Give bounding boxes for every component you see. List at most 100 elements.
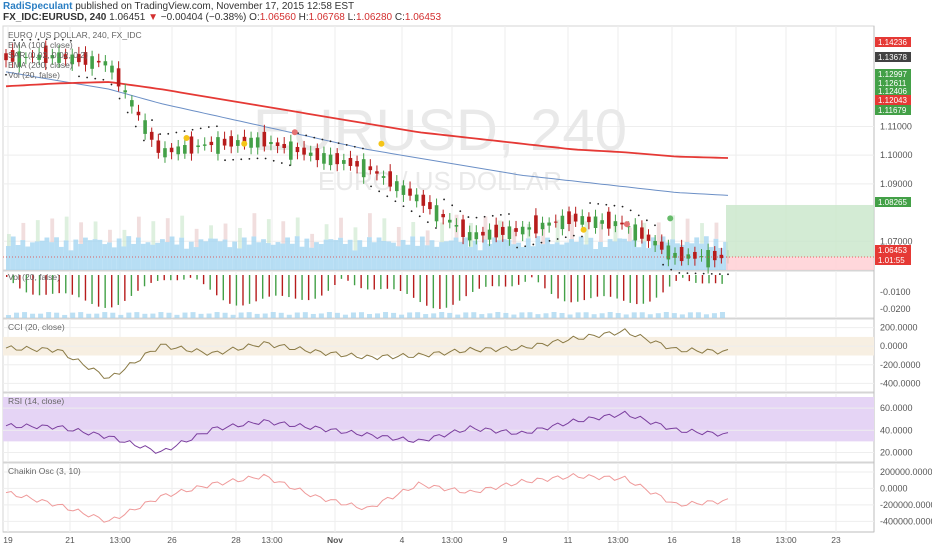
volume-bar — [93, 221, 98, 240]
volume-bar — [400, 239, 406, 270]
volume-bar — [328, 239, 334, 270]
price-tag — [875, 95, 911, 105]
volume-bar — [278, 312, 284, 318]
volume-bar — [281, 221, 286, 244]
author-link[interactable]: RadiSpeculant — [3, 1, 73, 12]
volume-bar — [164, 242, 170, 270]
candle-body — [474, 232, 479, 240]
volume-bar — [463, 312, 469, 318]
volume-bar — [411, 222, 416, 237]
candle-body — [361, 159, 366, 178]
volume-bar — [190, 312, 196, 318]
volume-bar — [179, 237, 185, 270]
watermark-name: EURO / US DOLLAR — [318, 166, 562, 196]
volume-bar — [241, 237, 247, 270]
volume-bar — [338, 237, 343, 270]
volume-bar — [34, 241, 40, 270]
sar-dot — [248, 157, 251, 160]
histogram-bar — [176, 275, 179, 281]
candle-body — [90, 56, 94, 69]
histogram-bar — [156, 275, 159, 281]
volume-bar — [453, 237, 459, 270]
histogram-bar — [255, 275, 257, 302]
signal-marker — [580, 226, 587, 233]
price-change: −0.00404 (−0.38%) — [160, 12, 247, 23]
volume-bar — [134, 312, 140, 318]
time-tick-label: 13:00 — [607, 535, 629, 545]
volume-bar — [535, 236, 541, 270]
candle-body — [262, 131, 267, 147]
volume-bar — [647, 314, 653, 318]
histogram-bar — [550, 275, 553, 294]
candle-body — [63, 54, 68, 60]
volume-bar — [583, 312, 589, 318]
histogram-bar — [117, 275, 119, 305]
volume-bar — [613, 225, 618, 242]
volume-bar — [350, 312, 356, 318]
candle-body — [494, 224, 498, 238]
price-tick-label: 1.09000 — [880, 179, 913, 189]
volume-bar — [626, 241, 632, 270]
histogram-bar — [347, 275, 349, 281]
sar-dot — [491, 214, 494, 217]
histogram-bar — [334, 275, 336, 286]
volume-bar — [155, 242, 161, 270]
volume-bar — [431, 313, 437, 318]
sar-dot — [256, 157, 259, 160]
price-tag-label: 1.13678 — [878, 53, 907, 62]
candle-body — [719, 254, 724, 259]
volume-bar — [607, 312, 613, 318]
candle-body — [57, 52, 61, 63]
sar-dot — [183, 130, 186, 133]
histogram-bar — [524, 275, 526, 282]
sar-dot — [378, 190, 381, 193]
volume-bar — [230, 314, 236, 318]
volume-bar — [15, 245, 21, 270]
histogram-bar — [380, 275, 382, 290]
volume-bar — [87, 240, 93, 270]
volume-bar — [21, 222, 26, 241]
volume-bar — [663, 312, 669, 318]
candle-body — [189, 136, 194, 154]
volume-bar — [169, 236, 175, 270]
sar-dot — [483, 215, 486, 218]
volume-bar — [471, 312, 477, 318]
candle-body — [83, 52, 88, 65]
volume-bar — [358, 312, 364, 318]
volume-bar — [671, 215, 676, 240]
volume-bar — [174, 314, 180, 318]
sar-dot — [94, 77, 97, 80]
candle-body — [454, 225, 459, 227]
histogram-bar — [137, 275, 139, 291]
time-tick-label: 19 — [3, 535, 13, 545]
volume-bar — [545, 237, 550, 270]
legend-entry: SAR (0.02, 0.02, 0.2) — [8, 50, 88, 60]
time-tick-label: 23 — [831, 535, 841, 545]
histogram-bar — [432, 275, 435, 309]
volume-bar — [425, 230, 430, 246]
volume-bar — [399, 314, 405, 318]
volume-bar — [238, 227, 242, 249]
histogram-bar — [655, 275, 658, 298]
volume-bar — [396, 226, 401, 247]
volume-bar — [227, 247, 233, 270]
legend-entry: EMA (200, close) — [8, 60, 73, 70]
volume-bar — [304, 238, 310, 270]
price-tag-label: 1.12043 — [878, 96, 907, 105]
volume-bar — [527, 312, 533, 318]
candle-body — [236, 140, 240, 146]
macd-pane[interactable] — [2, 270, 875, 319]
volume-bar — [97, 239, 103, 270]
volume-bar — [479, 314, 485, 318]
sar-dot — [191, 128, 194, 131]
volume-bar — [439, 242, 445, 270]
volume-bar — [145, 242, 151, 270]
histogram-bar — [6, 275, 8, 277]
histogram-bar — [130, 275, 133, 296]
histogram-bar — [721, 275, 723, 284]
ema-100-line — [5, 71, 729, 196]
price-tag — [875, 52, 911, 62]
time-tick-label: 18 — [731, 535, 741, 545]
sar-dot — [516, 246, 518, 249]
